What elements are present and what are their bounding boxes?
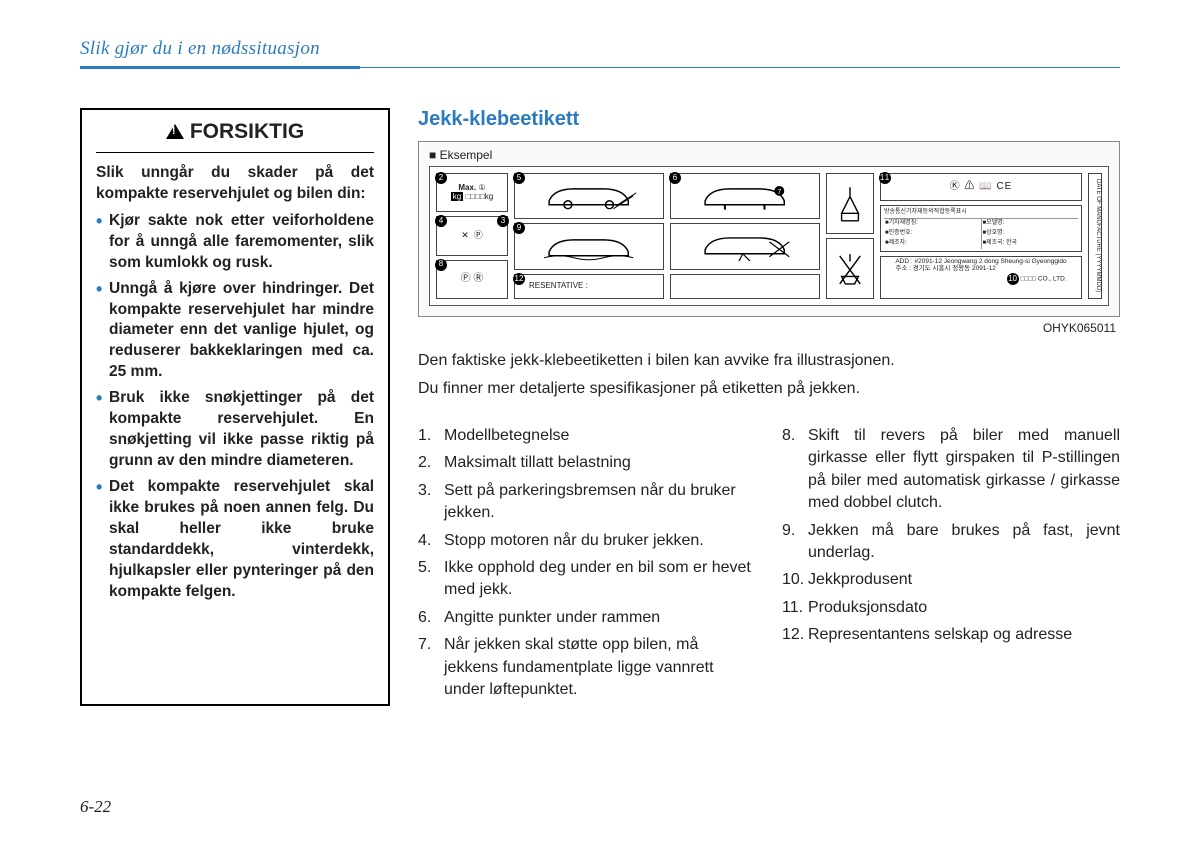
list-item: 6.Angitte punkter under rammen [418, 607, 756, 629]
item-number: 5. [418, 557, 444, 602]
caution-list: Kjør sakte nok etter veiforholdene for å… [96, 211, 374, 603]
item-number: 11. [782, 597, 808, 619]
caution-item: Unngå å kjøre over hindringer. Det kompa… [96, 279, 374, 384]
body-paragraph: Den faktiske jekk-klebeetiketten i bilen… [418, 349, 1120, 373]
item-number: 1. [418, 425, 444, 447]
svg-text:7: 7 [778, 189, 782, 196]
item-number: 8. [782, 425, 808, 515]
header-rule [80, 66, 1120, 68]
diagram-cell [826, 173, 874, 234]
diagram-text: RESENTATIVE : [529, 282, 588, 290]
item-number: 2. [418, 452, 444, 474]
list-item: 12.Representantens selskap og adresse [782, 624, 1120, 646]
diagram-text: □□□□ CO., LTD. [1020, 276, 1066, 283]
caution-box: FORSIKTIG Slik unngår du skader på det k… [80, 108, 390, 706]
caution-title-text: FORSIKTIG [190, 120, 304, 143]
list-item: 10.Jekkprodusent [782, 569, 1120, 591]
list-item: 8.Skift til revers på biler med manuell … [782, 425, 1120, 515]
item-text: Stopp motoren når du bruker jekken. [444, 530, 756, 552]
diagram-text: Max. [458, 183, 476, 192]
diagram-cell: 6 7 [670, 173, 820, 219]
cert-symbols: Ⓚ ⚠ 📖 CE [950, 182, 1013, 193]
figure-header-label: ■ Eksempel [429, 148, 1109, 162]
diagram-text: □□□□kg [465, 192, 493, 201]
caution-intro: Slik unngår du skader på det kompakte re… [96, 163, 374, 205]
list-item: 7.Når jekken skal støtte opp bilen, må j… [418, 634, 756, 701]
jack-icon [836, 185, 864, 223]
item-text: Produksjonsdato [808, 597, 1120, 619]
list-item: 3.Sett på parkeringsbremsen når du bruke… [418, 480, 756, 525]
caution-item: Det kompakte reservehjulet skal ikke bru… [96, 477, 374, 603]
numbered-legend: 1.Modellbetegnelse 2.Maksimalt tillatt b… [418, 425, 1120, 706]
caution-item: Bruk ikke snøkjettinger på det kompakte … [96, 388, 374, 472]
diagram-cell: 4✕ 3Ⓟ [436, 216, 508, 255]
figure-container: ■ Eksempel 2 Max. ①kg □□□□kg 4✕ 3Ⓟ 8Ⓟ Ⓡ … [418, 141, 1120, 317]
car-icon: 7 [679, 181, 810, 211]
legend-col-right: 8.Skift til revers på biler med manuell … [782, 425, 1120, 706]
list-item: 11.Produksjonsdato [782, 597, 1120, 619]
diagram-text: Ⓟ Ⓡ [461, 274, 484, 285]
diagram-cell: ADD : #2091-12 Jeongwang 2 dong Sheung-s… [880, 256, 1082, 299]
section-title: Jekk-klebeetikett [418, 108, 1120, 131]
item-number: 7. [418, 634, 444, 701]
page-number: 6-22 [80, 797, 111, 817]
item-text: Representantens selskap og adresse [808, 624, 1120, 646]
list-item: 9.Jekken må bare brukes på fast, jevnt u… [782, 520, 1120, 565]
item-number: 4. [418, 530, 444, 552]
diagram-cell [826, 238, 874, 299]
item-number: 9. [782, 520, 808, 565]
diagram-cell: 2 Max. ①kg □□□□kg [436, 173, 508, 212]
list-item: 2.Maksimalt tillatt belastning [418, 452, 756, 474]
diagram-cell: 방송통신기자재등의적합등록표시 ■기자재명칭: ■모델명: ■인증번호: ■상호… [880, 205, 1082, 252]
list-item: 1.Modellbetegnelse [418, 425, 756, 447]
car-icon [523, 181, 654, 211]
item-number: 3. [418, 480, 444, 525]
diagram-cell: 8Ⓟ Ⓡ [436, 260, 508, 299]
page-content: FORSIKTIG Slik unngår du skader på det k… [80, 108, 1120, 706]
diagram-cell: 9 [514, 223, 664, 269]
jack-label-diagram: 2 Max. ①kg □□□□kg 4✕ 3Ⓟ 8Ⓟ Ⓡ 5 9 12RESEN… [429, 166, 1109, 306]
item-text: Jekkprodusent [808, 569, 1120, 591]
diagram-cell: 5 [514, 173, 664, 219]
item-text: Ikke opphold deg under en bil som er hev… [444, 557, 756, 602]
item-text: Sett på parkeringsbremsen når du bruker … [444, 480, 756, 525]
item-text: Jekken må bare brukes på fast, jevnt und… [808, 520, 1120, 565]
diagram-cell: 11 Ⓚ ⚠ 📖 CE [880, 173, 1082, 201]
item-text: Modellbetegnelse [444, 425, 756, 447]
item-text: Maksimalt tillatt belastning [444, 452, 756, 474]
list-item: 5.Ikke opphold deg under en bil som er h… [418, 557, 756, 602]
diagram-text: ADD : #2091-12 Jeongwang 2 dong Sheung-s… [895, 258, 1066, 265]
item-text: Skift til revers på biler med manuell gi… [808, 425, 1120, 515]
diagram-date-strip: DATE OF MANUFACTURE (YYYYMMDD) [1088, 173, 1102, 299]
figure-code: OHYK065011 [418, 321, 1120, 335]
running-header: Slik gjør du i en nødssituasjon [80, 38, 1120, 60]
caution-title: FORSIKTIG [96, 120, 374, 153]
diagram-cell: 12RESENTATIVE : [514, 274, 664, 299]
car-icon [523, 232, 654, 262]
body-paragraph: Du finner mer detaljerte spesifikasjoner… [418, 377, 1120, 401]
caution-item: Kjør sakte nok etter veiforholdene for å… [96, 211, 374, 274]
legend-col-left: 1.Modellbetegnelse 2.Maksimalt tillatt b… [418, 425, 756, 706]
car-icon [679, 232, 810, 262]
main-column: Jekk-klebeetikett ■ Eksempel 2 Max. ①kg … [418, 108, 1120, 706]
item-text: Når jekken skal støtte opp bilen, må jek… [444, 634, 756, 701]
item-text: Angitte punkter under rammen [444, 607, 756, 629]
diagram-cell [670, 274, 820, 299]
diagram-cell [670, 223, 820, 269]
diagram-text: Ⓟ [474, 231, 483, 240]
list-item: 4.Stopp motoren når du bruker jekken. [418, 530, 756, 552]
jack-cross-icon [836, 250, 864, 288]
item-number: 10. [782, 569, 808, 591]
item-number: 6. [418, 607, 444, 629]
warning-icon [166, 124, 184, 139]
item-number: 12. [782, 624, 808, 646]
